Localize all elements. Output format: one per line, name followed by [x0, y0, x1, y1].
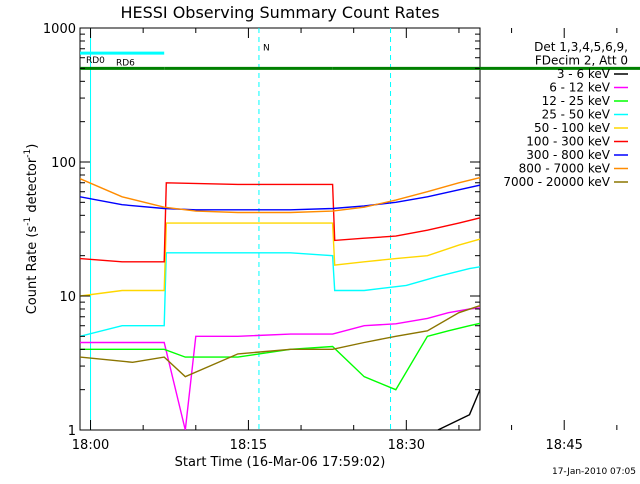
series-line-3-0: [80, 252, 480, 337]
footer-timestamp: 17-Jan-2010 07:05: [552, 467, 636, 477]
series-line-7-0: [80, 176, 480, 214]
plot-frame: [79, 27, 481, 431]
y-tick-label: 10: [59, 290, 76, 305]
y-axis-label: Count Rate (s-1 detector-1): [23, 144, 40, 315]
series-line-4-0: [80, 222, 480, 297]
legend-entry-label: 6 - 12 keV: [549, 81, 611, 95]
x-tick-label: 18:15: [230, 438, 267, 453]
y-tick-label: 1000: [43, 22, 76, 37]
series-line-8-0: [80, 304, 480, 378]
series-line-2-0: [80, 322, 480, 391]
series-line-6-0: [80, 184, 480, 211]
instrument-state-bars: RD0RD6SNS: [80, 43, 640, 70]
state-bar-label-rd6: RD6: [116, 58, 135, 68]
chart-title: HESSI Observing Summary Count Rates: [120, 3, 439, 22]
legend-entry-label: 3 - 6 keV: [557, 67, 611, 81]
y-axis-ticks: 1 10 100 1000: [43, 22, 480, 439]
y-tick-label: 1: [68, 424, 76, 439]
series-line-0-0: [437, 388, 480, 430]
x-tick-label: 18:30: [388, 438, 425, 453]
legend-header: Det 1,3,4,5,6,9,: [534, 40, 628, 54]
state-bar-label-rd0: RD0: [86, 56, 105, 66]
series-line-1-0: [80, 307, 480, 430]
x-axis-label: Start Time (16-Mar-06 17:59:02): [175, 455, 386, 470]
legend-entry-label: 7000 - 20000 keV: [503, 175, 610, 189]
legend: Det 1,3,4,5,6,9,FDecim 2, Att 03 - 6 keV…: [503, 40, 628, 189]
legend-entry-label: 100 - 300 keV: [526, 135, 610, 149]
x-tick-label: 18:00: [72, 438, 109, 453]
legend-entry-label: 12 - 25 keV: [542, 94, 611, 108]
x-tick-label: 18:45: [545, 438, 582, 453]
bar-marker-label-0: N: [263, 43, 270, 53]
legend-entry-label: 300 - 800 keV: [526, 148, 610, 162]
series-lines: [80, 176, 480, 430]
series-line-5-0: [80, 182, 480, 263]
y-tick-label: 100: [51, 156, 76, 171]
legend-entry-label: 25 - 50 keV: [542, 108, 611, 122]
legend-entry-label: 800 - 7000 keV: [519, 162, 611, 176]
legend-header: FDecim 2, Att 0: [535, 54, 628, 68]
legend-entry-label: 50 - 100 keV: [534, 121, 611, 135]
vertical-marker-lines: [90, 28, 392, 430]
